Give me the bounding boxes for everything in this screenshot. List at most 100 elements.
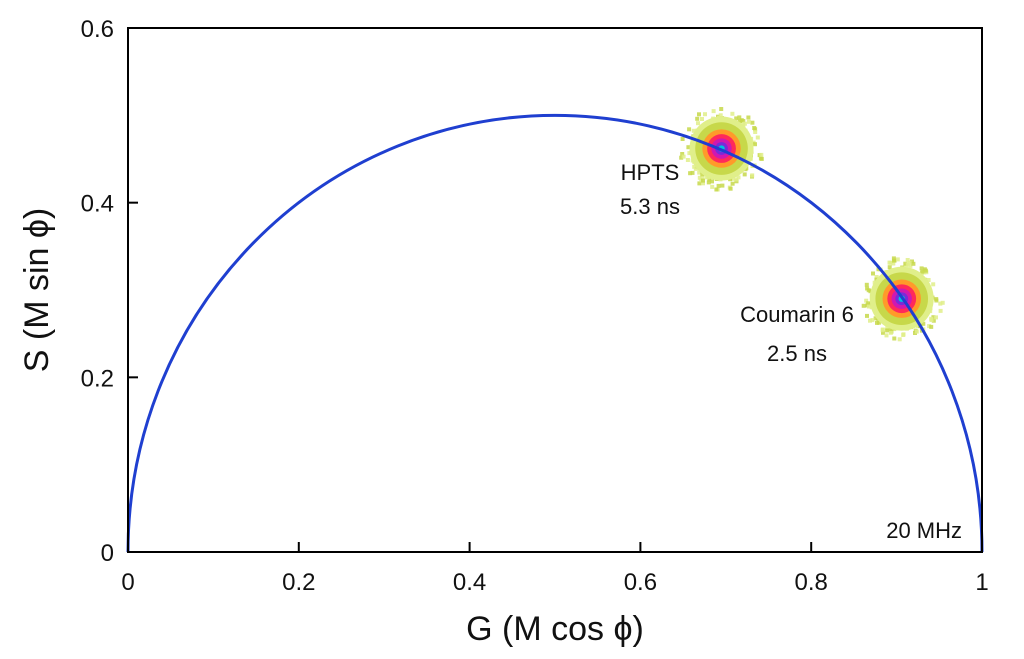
cluster-point — [874, 275, 879, 279]
cluster-point — [888, 327, 893, 332]
cluster-point — [734, 177, 739, 182]
cluster-point — [911, 261, 916, 266]
cluster-point — [696, 121, 700, 126]
cluster-point — [706, 180, 711, 185]
cluster-point — [710, 179, 714, 184]
cluster-point — [714, 187, 719, 192]
cluster-point — [697, 170, 702, 175]
cluster-point — [885, 328, 890, 333]
cluster-point — [686, 145, 691, 150]
cluster-point — [929, 318, 934, 322]
cluster-point — [688, 171, 693, 176]
cluster-point — [892, 258, 896, 263]
cluster-point — [921, 321, 926, 326]
y-tick-label: 0.6 — [81, 16, 114, 43]
cluster-point — [866, 288, 871, 293]
cluster-point — [685, 158, 690, 162]
cluster-point — [736, 175, 741, 180]
cluster-point — [926, 278, 931, 282]
cluster-point — [690, 170, 695, 175]
coumarin-lifetime-label: 2.5 ns — [767, 341, 827, 366]
y-tick-label: 0.2 — [81, 365, 114, 392]
cluster-point — [701, 181, 705, 186]
cluster-point — [700, 117, 704, 121]
cluster-point — [720, 183, 725, 188]
cluster-point — [750, 173, 755, 178]
cluster-point — [887, 265, 892, 270]
cluster-point — [718, 113, 723, 118]
cluster-point — [710, 184, 715, 189]
cluster-point — [703, 112, 707, 117]
cluster-point — [759, 152, 764, 157]
cluster-point — [866, 301, 871, 306]
cluster-point — [901, 333, 906, 337]
coumarin-name-label: Coumarin 6 — [740, 302, 854, 327]
x-tick-label: 0 — [121, 569, 134, 596]
x-tick-label: 0.2 — [282, 569, 315, 596]
cluster-point — [691, 128, 696, 133]
cluster-point — [897, 337, 902, 342]
cluster-point — [738, 119, 742, 123]
cluster-point — [697, 181, 702, 186]
y-tick-label: 0 — [101, 540, 114, 567]
cluster-point — [910, 259, 914, 264]
cluster-point — [687, 127, 692, 132]
cluster-point — [746, 115, 751, 120]
cluster-point — [687, 151, 692, 156]
cluster-point — [927, 324, 932, 329]
cluster-point — [923, 268, 928, 273]
cluster-point — [680, 137, 685, 141]
cluster-point — [931, 315, 936, 320]
cluster-point — [914, 329, 919, 334]
cluster-point — [903, 261, 908, 266]
cluster-point — [680, 152, 685, 156]
cluster-point — [711, 109, 716, 114]
y-axis-ticks: 0 0.2 0.4 0.6 — [81, 16, 138, 567]
x-axis-title: G (M cos ϕ) — [466, 610, 644, 648]
cluster-point — [920, 269, 925, 274]
cluster-point — [929, 324, 934, 329]
cluster-point — [887, 260, 892, 265]
cluster-point — [693, 166, 698, 171]
cluster-point — [940, 300, 945, 305]
hpts-lifetime-label: 5.3 ns — [620, 194, 680, 219]
x-tick-label: 0.8 — [795, 569, 828, 596]
cluster-point — [679, 155, 684, 160]
cluster-point — [931, 282, 936, 287]
cluster-point — [741, 119, 746, 123]
cluster-point — [866, 304, 871, 309]
cluster-point — [934, 315, 938, 320]
cluster-point — [746, 119, 751, 124]
cluster-point — [728, 186, 733, 191]
cluster-point — [908, 263, 913, 268]
cluster-point — [730, 176, 735, 181]
cluster-point — [891, 261, 896, 266]
cluster-point — [873, 316, 878, 321]
cluster-point — [700, 172, 705, 177]
cluster-point — [871, 271, 875, 276]
cluster-point — [692, 164, 697, 169]
plot-frame — [127, 27, 983, 553]
x-tick-label: 0.6 — [624, 569, 657, 596]
cluster-point — [905, 258, 910, 262]
universal-semicircle — [126, 113, 984, 553]
cluster-point — [919, 266, 924, 271]
cluster-point — [742, 121, 747, 126]
cluster-point — [881, 330, 885, 335]
hpts-name-label: HPTS — [621, 160, 680, 185]
cluster-point — [737, 115, 742, 120]
cluster-point — [755, 135, 760, 140]
cluster-point — [885, 326, 890, 331]
cluster-point — [891, 256, 896, 261]
cluster-point — [730, 181, 735, 186]
cluster-point — [742, 172, 747, 177]
cluster-point — [895, 257, 900, 262]
cluster-point — [707, 177, 712, 182]
cluster-point — [931, 318, 936, 323]
cluster-point — [864, 298, 869, 303]
cluster-point — [704, 175, 709, 180]
x-tick-label: 1 — [975, 569, 988, 596]
y-tick-label: 0.4 — [81, 191, 114, 218]
cluster-point — [861, 303, 866, 308]
